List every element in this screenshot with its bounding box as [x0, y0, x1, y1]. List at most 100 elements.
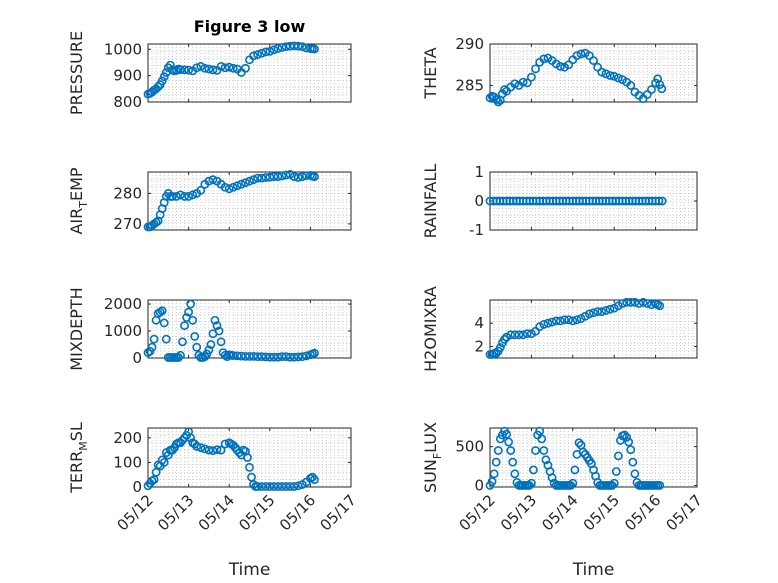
data-point: [601, 69, 611, 79]
data-point: [566, 481, 576, 490]
data-point: [527, 478, 536, 488]
data-point: [597, 67, 607, 77]
data-point: [628, 457, 638, 467]
data-point: [518, 77, 528, 87]
data-point: [273, 352, 283, 362]
data-point: [228, 351, 238, 360]
x-tick-label: 05/12: [114, 491, 157, 534]
data-point: [265, 482, 275, 491]
data-point: [572, 315, 582, 325]
data-point: [310, 172, 319, 181]
y-axis-label: AIRTEMP: [67, 167, 90, 234]
data-point: [657, 196, 667, 206]
data-point: [289, 352, 299, 362]
data-point: [157, 455, 167, 465]
data-point: [624, 437, 634, 447]
data-point: [555, 61, 565, 71]
data-point: [269, 482, 279, 491]
x-tick-label: 05/14: [538, 491, 581, 534]
data-point: [491, 348, 501, 358]
data-point: [647, 85, 656, 94]
data-point: [184, 307, 193, 317]
axes-box: [147, 43, 352, 103]
data-point: [212, 445, 222, 455]
data-point: [576, 49, 586, 59]
data-point: [232, 351, 242, 361]
data-point: [261, 47, 271, 57]
y-axis-label: MIXDEPTH: [67, 287, 86, 370]
y-tick-label: 0: [474, 192, 484, 210]
data-point: [647, 300, 656, 310]
data-point: [654, 196, 664, 206]
data-point: [655, 80, 665, 89]
data-point: [297, 172, 307, 181]
data-point: [253, 50, 263, 59]
data-point: [626, 81, 636, 90]
data-point: [285, 482, 295, 491]
data-point: [547, 317, 557, 327]
y-axis-label: THETA: [421, 47, 440, 99]
data-point: [153, 82, 163, 92]
data-point: [204, 345, 214, 355]
data-point: [257, 482, 267, 491]
data-point: [236, 179, 246, 189]
chart-title: Figure 3 low: [194, 17, 306, 36]
data-point: [310, 44, 319, 54]
data-point: [157, 76, 167, 86]
x-tick-label: 05/15: [580, 491, 623, 534]
series-markers: [485, 48, 667, 107]
data-point: [524, 481, 534, 490]
x-tick-label: 05/17: [317, 491, 360, 534]
data-point: [261, 173, 271, 182]
y-label-main: RAINFALL: [421, 164, 440, 239]
data-point: [273, 44, 283, 53]
y-tick-label: -1: [469, 221, 484, 239]
data-point: [568, 316, 578, 326]
y-label-tail: SL: [67, 422, 86, 441]
data-point: [224, 184, 234, 194]
data-point: [253, 173, 263, 183]
data-point: [196, 62, 206, 71]
y-label-tail: LUX: [421, 422, 440, 453]
y-label-main: PRESSURE: [67, 31, 86, 115]
data-point: [613, 73, 623, 83]
data-point: [186, 433, 196, 443]
data-point: [212, 321, 222, 331]
data-point: [297, 352, 307, 362]
x-tick-label: 05/12: [456, 491, 499, 534]
y-tick-label: 900: [113, 67, 142, 85]
data-point: [200, 63, 210, 73]
data-point: [289, 172, 299, 181]
data-point: [245, 176, 254, 186]
data-point: [539, 319, 549, 329]
data-point: [638, 297, 648, 307]
y-tick-label: 0: [474, 476, 484, 494]
data-point: [293, 173, 303, 182]
y-tick-label: 800: [113, 93, 142, 111]
x-axis-label: Time: [228, 560, 271, 580]
data-point: [222, 352, 232, 362]
data-point: [506, 330, 516, 340]
data-point: [204, 176, 214, 186]
data-point: [220, 439, 230, 449]
y-label-main: SUN: [421, 459, 440, 493]
data-point: [500, 335, 509, 344]
data-point: [589, 308, 598, 318]
data-point: [261, 482, 271, 491]
data-point: [277, 171, 287, 181]
data-point: [269, 45, 279, 55]
data-point: [216, 445, 226, 455]
data-point: [495, 343, 505, 352]
data-point: [190, 332, 200, 341]
subplot-1: 800 900 1000 PRESSURE Figure 3 low: [67, 17, 352, 115]
data-point: [584, 309, 594, 319]
x-tick-label: 05/16: [276, 491, 319, 534]
data-point: [249, 351, 258, 361]
data-point: [281, 482, 291, 491]
data-point: [220, 182, 230, 192]
data-point: [257, 352, 267, 362]
data-point: [208, 446, 218, 456]
data-point: [618, 299, 627, 308]
data-point: [531, 64, 540, 74]
data-point: [570, 465, 580, 475]
